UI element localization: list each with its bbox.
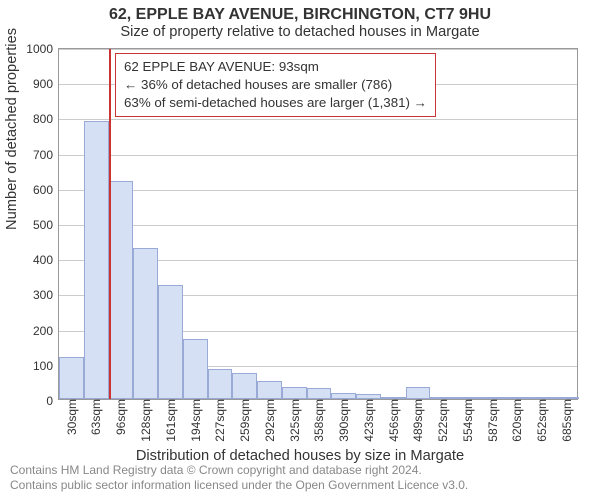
y-tick-label: 200 [33, 324, 59, 338]
annotation-line-3: 63% of semi-detached houses are larger (… [124, 94, 427, 112]
y-tick-label: 700 [33, 148, 59, 162]
title-line-2: Size of property relative to detached ho… [0, 24, 600, 40]
x-tick-label: 685sqm [558, 399, 574, 442]
gridline [59, 119, 577, 120]
x-tick-label: 390sqm [335, 399, 351, 442]
x-tick-label: 227sqm [211, 399, 227, 442]
y-tick-label: 900 [33, 77, 59, 91]
gridline [59, 49, 577, 50]
histogram-bar [307, 388, 332, 399]
x-tick-label: 292sqm [261, 399, 277, 442]
y-tick-label: 100 [33, 359, 59, 373]
histogram-bar [208, 369, 233, 399]
reference-marker-line [109, 49, 111, 399]
gridline [59, 155, 577, 156]
footer-attribution: Contains HM Land Registry data © Crown c… [10, 463, 468, 494]
annotation-line-2: ← 36% of detached houses are smaller (78… [124, 76, 427, 94]
y-tick-label: 400 [33, 253, 59, 267]
x-tick-label: 587sqm [484, 399, 500, 442]
x-tick-label: 522sqm [434, 399, 450, 442]
x-tick-label: 30sqm [63, 399, 79, 435]
gridline [59, 190, 577, 191]
x-tick-label: 63sqm [87, 399, 103, 435]
histogram-bar [84, 121, 109, 399]
plot-area: 62 EPPLE BAY AVENUE: 93sqm ← 36% of deta… [58, 48, 578, 400]
annotation-box: 62 EPPLE BAY AVENUE: 93sqm ← 36% of deta… [115, 53, 436, 117]
x-tick-label: 128sqm [137, 399, 153, 442]
x-tick-label: 259sqm [236, 399, 252, 442]
x-tick-label: 161sqm [162, 399, 178, 442]
y-tick-label: 600 [33, 183, 59, 197]
x-tick-label: 325sqm [286, 399, 302, 442]
histogram-bar [282, 387, 307, 399]
x-tick-label: 423sqm [360, 399, 376, 442]
y-axis-label: Number of detached properties [4, 28, 20, 230]
x-tick-label: 620sqm [508, 399, 524, 442]
x-tick-label: 652sqm [533, 399, 549, 442]
histogram-bar [158, 285, 183, 399]
footer-line-1: Contains HM Land Registry data © Crown c… [10, 463, 468, 479]
footer-line-2: Contains public sector information licen… [10, 478, 468, 494]
y-tick-label: 800 [33, 112, 59, 126]
x-tick-label: 456sqm [385, 399, 401, 442]
annotation-line-1: 62 EPPLE BAY AVENUE: 93sqm [124, 58, 427, 76]
x-tick-label: 358sqm [310, 399, 326, 442]
y-tick-label: 500 [33, 218, 59, 232]
gridline [59, 225, 577, 226]
chart-container: 62, EPPLE BAY AVENUE, BIRCHINGTON, CT7 9… [0, 0, 600, 500]
x-axis-label: Distribution of detached houses by size … [0, 448, 600, 464]
histogram-bar [133, 248, 158, 399]
histogram-bar [406, 387, 431, 399]
histogram-bar [109, 181, 134, 399]
x-tick-label: 96sqm [112, 399, 128, 435]
x-tick-label: 554sqm [459, 399, 475, 442]
y-tick-label: 1000 [26, 42, 59, 56]
x-tick-label: 489sqm [409, 399, 425, 442]
y-tick-label: 0 [46, 394, 59, 408]
histogram-bar [232, 373, 257, 399]
x-tick-label: 194sqm [187, 399, 203, 442]
histogram-bar [183, 339, 208, 399]
histogram-bar [257, 381, 282, 399]
histogram-bar [59, 357, 84, 399]
title-line-1: 62, EPPLE BAY AVENUE, BIRCHINGTON, CT7 9… [0, 6, 600, 24]
y-tick-label: 300 [33, 288, 59, 302]
